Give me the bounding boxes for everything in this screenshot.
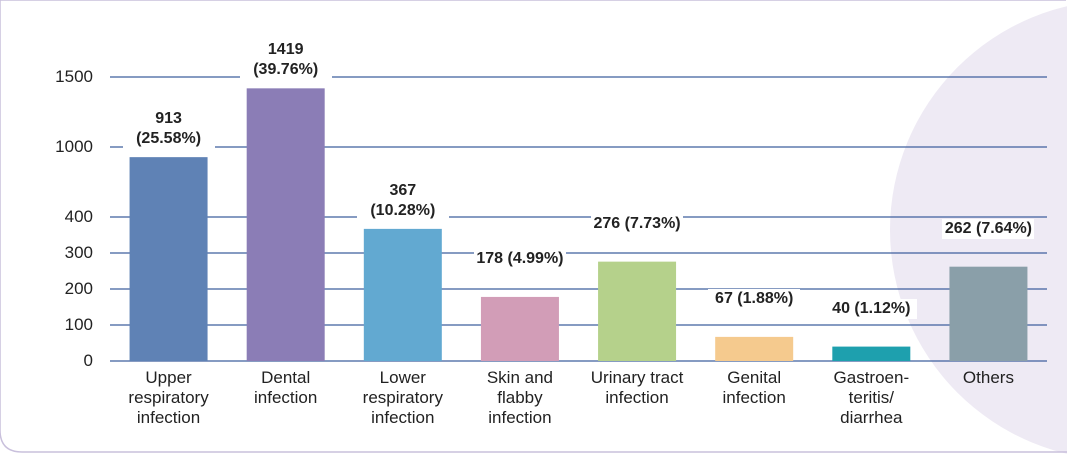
data-label: 276 (7.73%) <box>591 213 684 234</box>
x-tick-label: Genital infection <box>722 368 786 407</box>
x-tick-label: Gastroen-teritis/ diarrhea <box>833 368 910 427</box>
y-tick-label: 100 <box>64 315 93 334</box>
bar <box>129 157 208 361</box>
y-tick-label: 300 <box>64 243 93 262</box>
x-tick-label: Skin and flabby infection <box>486 368 554 427</box>
bar <box>832 346 911 361</box>
data-label: 262 (7.64%) <box>942 218 1035 239</box>
bar <box>363 228 442 361</box>
y-tick-label: 1500 <box>55 67 93 86</box>
data-label: 913 (25.58%) <box>122 109 215 150</box>
data-label: 67 (1.88%) <box>708 288 801 309</box>
data-label: 1419 (39.76%) <box>239 40 332 81</box>
x-tick-label: Dental infection <box>254 368 318 407</box>
x-tick-label: Lower respiratory infection <box>362 368 443 427</box>
data-label: 40 (1.12%) <box>825 298 918 319</box>
bar <box>949 266 1028 361</box>
bar <box>598 261 677 361</box>
x-tick-label: Others <box>962 368 1014 387</box>
bar <box>715 336 794 361</box>
bar <box>246 88 325 361</box>
y-tick-label: 1000 <box>55 137 93 156</box>
data-label: 178 (4.99%) <box>473 248 566 269</box>
x-tick-label: Upper respiratory infection <box>128 368 209 427</box>
y-tick-label: 400 <box>64 207 93 226</box>
x-tick-label: Urinary tract infection <box>590 368 684 407</box>
y-tick-label: 200 <box>64 279 93 298</box>
bar <box>480 296 559 361</box>
data-label: 367 (10.28%) <box>356 180 449 221</box>
y-tick-label: 0 <box>83 351 93 370</box>
